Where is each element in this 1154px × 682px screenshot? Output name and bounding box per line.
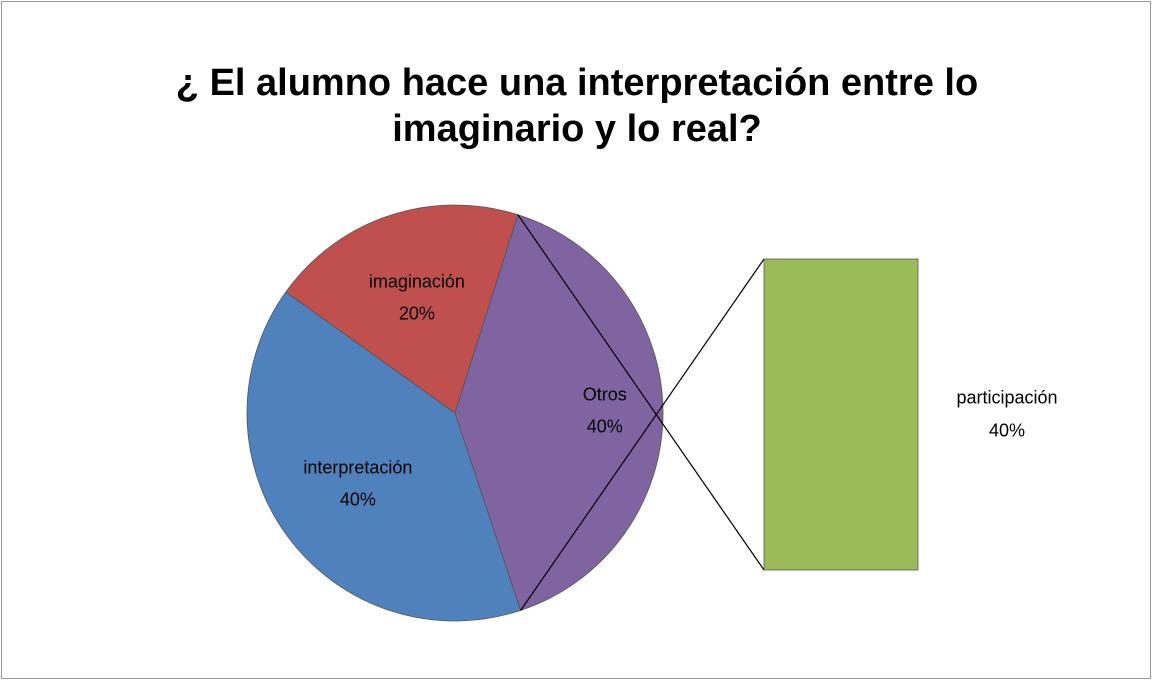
bar-value-label: 40% bbox=[989, 420, 1025, 440]
slice-label: interpretación bbox=[303, 457, 412, 477]
slice-value-label: 20% bbox=[399, 303, 435, 323]
slice-value-label: 40% bbox=[340, 489, 376, 509]
pie-slice bbox=[285, 204, 519, 414]
slice-value-label: 40% bbox=[587, 417, 623, 437]
pie-slice bbox=[246, 291, 522, 622]
pie-slice bbox=[454, 214, 664, 611]
slice-label: Otros bbox=[583, 385, 627, 405]
connector-line bbox=[520, 258, 765, 611]
chart-title: ¿ El alumno hace una interpretación entr… bbox=[175, 62, 979, 150]
bar-segment bbox=[763, 258, 919, 571]
connector-line bbox=[517, 214, 765, 571]
slice-label: imaginación bbox=[369, 271, 465, 291]
bar-label: participación bbox=[956, 387, 1057, 407]
